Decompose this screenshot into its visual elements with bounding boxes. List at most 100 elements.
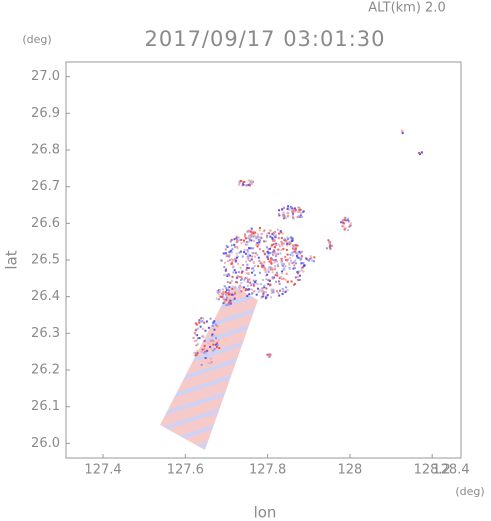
speckle <box>272 288 275 291</box>
speckle <box>203 321 206 324</box>
speckle <box>263 268 266 271</box>
speckle <box>207 341 210 344</box>
speckle <box>209 362 212 365</box>
speckle <box>259 236 262 239</box>
speckle <box>349 224 352 227</box>
speckle <box>253 274 256 277</box>
speckle <box>312 260 315 263</box>
speckle <box>275 255 278 258</box>
speckle <box>250 180 253 183</box>
speckle <box>279 230 282 233</box>
speckle <box>232 259 235 262</box>
speckle <box>242 286 245 289</box>
speckle <box>268 247 271 250</box>
speckle <box>325 247 328 250</box>
speckle <box>232 298 235 301</box>
speckle <box>305 257 308 260</box>
speckle <box>239 291 242 294</box>
speckle <box>277 292 280 295</box>
speckle <box>226 292 229 295</box>
speckle <box>235 241 238 244</box>
speckle <box>291 262 294 265</box>
speckle <box>268 279 271 282</box>
speckle <box>283 206 286 209</box>
speckle <box>203 344 206 347</box>
speckle <box>238 181 241 184</box>
speckle <box>341 225 344 228</box>
speckle <box>271 258 274 261</box>
speckle <box>213 348 216 351</box>
speckle <box>233 238 236 241</box>
speckle <box>258 241 261 244</box>
speckle <box>231 287 234 290</box>
speckle <box>265 291 268 294</box>
speckle <box>204 329 207 332</box>
speckle <box>209 345 212 348</box>
speckle <box>296 271 299 274</box>
speckle <box>280 278 283 281</box>
speckle <box>222 296 225 299</box>
speckle <box>210 347 213 350</box>
speckle <box>193 340 196 343</box>
speckle <box>297 279 300 282</box>
speckle <box>294 248 297 251</box>
speckle <box>246 256 249 259</box>
speckle <box>227 292 230 295</box>
speckle <box>294 262 297 265</box>
speckle <box>225 255 228 258</box>
speckle <box>243 251 246 254</box>
speckle <box>239 278 242 281</box>
speckle <box>282 290 285 293</box>
speckle <box>230 238 233 241</box>
speckle <box>294 259 297 262</box>
speckle <box>344 226 347 229</box>
speckle <box>297 253 300 256</box>
y-label: lat <box>3 250 21 269</box>
speckle <box>224 248 227 251</box>
speckle <box>245 240 248 243</box>
speckle <box>299 208 302 211</box>
speckle <box>278 209 281 212</box>
speckle <box>237 236 240 239</box>
speckle <box>264 274 267 277</box>
speckle <box>280 242 283 245</box>
speckle <box>262 266 265 269</box>
speckle <box>239 250 242 253</box>
speckle <box>196 337 199 340</box>
speckle <box>194 322 197 325</box>
speckle <box>271 276 274 279</box>
speckle <box>231 266 234 269</box>
speckle <box>248 293 251 296</box>
speckle <box>212 343 215 346</box>
speckle <box>240 238 243 241</box>
speckle <box>238 180 241 183</box>
speckle <box>267 354 270 357</box>
speckle <box>299 216 302 219</box>
speckle <box>207 342 210 345</box>
speckle <box>222 288 225 291</box>
speckle <box>204 350 207 353</box>
speckle <box>272 250 275 253</box>
speckle <box>254 252 257 255</box>
speckle <box>254 235 257 238</box>
speckle <box>293 207 296 210</box>
speckle <box>266 296 269 299</box>
speckle <box>200 363 203 366</box>
speckle <box>236 255 239 258</box>
y-tick-label: 26.8 <box>31 143 60 158</box>
speckle <box>293 264 296 267</box>
speckle <box>299 214 302 217</box>
speckle <box>203 351 206 354</box>
speckle <box>296 256 299 259</box>
speckle <box>246 255 249 258</box>
speckle <box>247 183 250 186</box>
speckle <box>231 262 234 265</box>
speckle <box>228 251 231 254</box>
speckle <box>244 260 247 263</box>
speckle <box>275 260 278 263</box>
speckle <box>274 252 277 255</box>
speckle <box>246 250 249 253</box>
speckle <box>274 280 277 283</box>
speckle <box>216 325 219 328</box>
speckle <box>241 184 244 187</box>
